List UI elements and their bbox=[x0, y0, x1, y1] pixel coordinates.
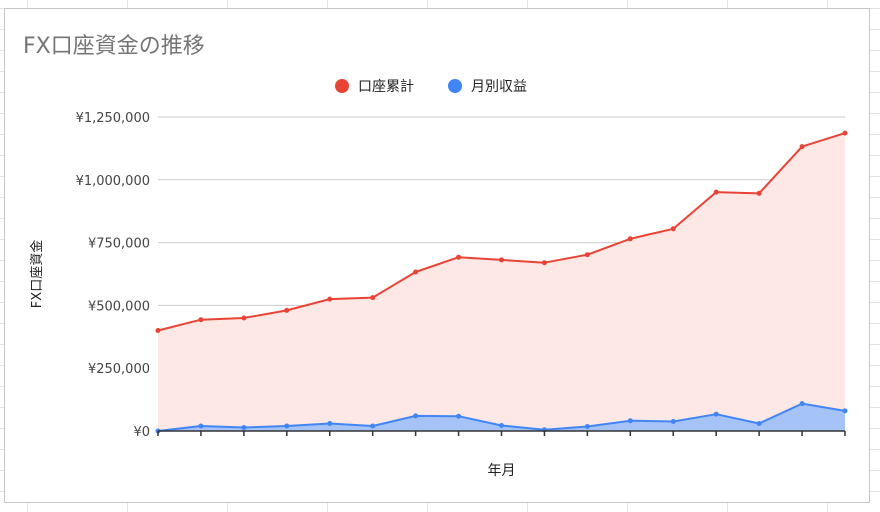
data-point bbox=[456, 413, 462, 419]
data-point bbox=[327, 421, 333, 426]
y-tick-label: ¥250,000 bbox=[88, 362, 150, 377]
data-point bbox=[584, 252, 590, 258]
legend-label-monthly: 月別収益 bbox=[471, 79, 527, 95]
legend-item-cumulative[interactable]: 口座累計 bbox=[335, 76, 414, 96]
data-point bbox=[584, 424, 590, 429]
data-point bbox=[842, 130, 848, 136]
data-point bbox=[541, 260, 547, 266]
data-point bbox=[713, 189, 719, 195]
data-point bbox=[670, 419, 676, 424]
data-point bbox=[842, 408, 848, 414]
x-axis-title: 年月 bbox=[488, 463, 516, 479]
data-point bbox=[284, 307, 290, 313]
y-tick-label: ¥1,250,000 bbox=[76, 111, 150, 126]
data-point bbox=[155, 328, 161, 333]
data-point bbox=[241, 315, 247, 321]
data-point bbox=[499, 257, 504, 263]
data-point bbox=[499, 423, 504, 428]
data-point bbox=[670, 226, 676, 232]
chart-title: FX口座資金の推移 bbox=[23, 34, 205, 59]
data-point bbox=[627, 418, 633, 424]
data-point bbox=[198, 423, 204, 429]
data-point bbox=[241, 425, 247, 430]
data-point bbox=[413, 269, 419, 275]
series-area-0 bbox=[158, 133, 845, 431]
legend-marker-monthly bbox=[448, 79, 462, 93]
data-point bbox=[413, 413, 419, 419]
data-point bbox=[198, 317, 204, 323]
y-axis-title: FX口座資金 bbox=[29, 240, 45, 308]
data-point bbox=[284, 423, 290, 429]
data-point bbox=[756, 421, 762, 426]
data-point bbox=[456, 254, 462, 260]
y-tick-label: ¥500,000 bbox=[88, 299, 150, 314]
data-point bbox=[799, 401, 805, 407]
legend-label-cumulative: 口座累計 bbox=[358, 79, 414, 95]
y-tick-label: ¥750,000 bbox=[88, 237, 150, 252]
data-point bbox=[756, 190, 762, 196]
chart-legend: 口座累計 月別収益 bbox=[0, 76, 880, 96]
data-point bbox=[370, 423, 376, 429]
data-point bbox=[799, 144, 805, 150]
data-point bbox=[627, 236, 633, 242]
y-tick-label: ¥1,000,000 bbox=[76, 174, 150, 189]
data-point bbox=[327, 296, 333, 302]
data-point bbox=[713, 411, 719, 417]
data-point bbox=[370, 295, 376, 301]
y-tick-label: ¥0 bbox=[133, 425, 150, 440]
legend-marker-cumulative bbox=[335, 79, 349, 93]
legend-item-monthly[interactable]: 月別収益 bbox=[448, 76, 527, 96]
